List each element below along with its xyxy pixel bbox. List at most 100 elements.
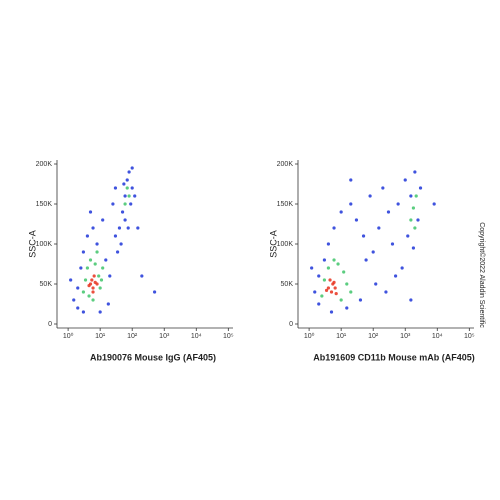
point bbox=[332, 226, 336, 230]
point bbox=[123, 194, 127, 198]
x-tick-label: 10² bbox=[127, 333, 138, 340]
point bbox=[361, 234, 366, 238]
point bbox=[317, 274, 321, 278]
point bbox=[127, 194, 131, 198]
point bbox=[320, 294, 324, 298]
point bbox=[113, 186, 118, 190]
point bbox=[364, 258, 368, 262]
point bbox=[326, 266, 331, 270]
point bbox=[123, 218, 127, 222]
point bbox=[329, 310, 334, 314]
point bbox=[93, 262, 97, 266]
point bbox=[104, 258, 108, 262]
y-tick-label: 100K bbox=[277, 241, 294, 248]
point bbox=[326, 286, 331, 290]
point bbox=[329, 290, 334, 294]
point bbox=[81, 250, 85, 254]
point bbox=[332, 280, 336, 284]
point bbox=[368, 194, 372, 198]
point bbox=[69, 278, 73, 282]
point bbox=[98, 310, 102, 314]
point bbox=[81, 310, 85, 314]
point bbox=[140, 274, 144, 278]
point bbox=[411, 246, 416, 250]
point bbox=[377, 226, 381, 230]
point bbox=[152, 290, 157, 294]
point bbox=[115, 250, 120, 254]
y-tick-label: 200K bbox=[277, 161, 294, 168]
point bbox=[92, 274, 96, 278]
y-tick-label: 200K bbox=[36, 161, 53, 168]
point bbox=[317, 302, 321, 306]
x-tick-label: 10⁵ bbox=[464, 333, 475, 340]
point bbox=[111, 202, 115, 206]
point bbox=[324, 288, 329, 292]
x-tick-label: 10³ bbox=[159, 333, 170, 340]
point bbox=[322, 258, 326, 262]
point bbox=[98, 286, 102, 290]
point bbox=[342, 270, 346, 274]
x-tick-label: 10³ bbox=[400, 333, 411, 340]
x-tick-label: 10¹ bbox=[336, 333, 347, 340]
point bbox=[91, 226, 95, 230]
point bbox=[336, 262, 340, 266]
point bbox=[125, 186, 129, 190]
point bbox=[409, 194, 413, 198]
point bbox=[83, 278, 88, 282]
point bbox=[99, 278, 104, 282]
y-tick-label: 0 bbox=[289, 321, 293, 328]
point bbox=[358, 298, 363, 302]
point bbox=[87, 294, 91, 298]
point bbox=[432, 202, 436, 206]
point bbox=[91, 298, 95, 302]
point bbox=[409, 298, 413, 302]
point bbox=[406, 234, 410, 238]
point bbox=[123, 202, 127, 206]
y-tick-label: 50K bbox=[40, 281, 53, 288]
y-tick-label: 50K bbox=[281, 281, 294, 288]
point bbox=[326, 242, 331, 246]
point bbox=[129, 202, 133, 206]
point bbox=[409, 218, 413, 222]
point bbox=[339, 210, 343, 214]
x-tick-label: 10² bbox=[368, 333, 379, 340]
x-tick-label: 10⁴ bbox=[432, 333, 443, 340]
point bbox=[87, 284, 91, 288]
point bbox=[396, 202, 400, 206]
point bbox=[393, 274, 398, 278]
point bbox=[400, 266, 404, 270]
point bbox=[390, 242, 395, 246]
point bbox=[403, 178, 407, 182]
point bbox=[95, 282, 99, 286]
x-axis-title: Ab190076 Mouse IgG (AF405) bbox=[90, 352, 216, 362]
point bbox=[411, 206, 416, 210]
point bbox=[95, 250, 99, 254]
point bbox=[108, 274, 112, 278]
point bbox=[354, 218, 359, 222]
point bbox=[81, 290, 85, 294]
point bbox=[91, 290, 95, 294]
point bbox=[117, 226, 122, 230]
point bbox=[113, 234, 118, 238]
point bbox=[79, 266, 83, 270]
x-tick-label: 10⁴ bbox=[191, 333, 202, 340]
point bbox=[122, 182, 126, 186]
point bbox=[349, 178, 353, 182]
point bbox=[313, 290, 317, 294]
point bbox=[120, 210, 125, 214]
point bbox=[133, 194, 137, 198]
point bbox=[136, 226, 140, 230]
y-tick-label: 100K bbox=[36, 241, 53, 248]
point bbox=[416, 218, 420, 222]
point bbox=[101, 218, 105, 222]
point bbox=[386, 210, 391, 214]
point bbox=[414, 194, 418, 198]
point bbox=[413, 226, 417, 230]
point bbox=[310, 266, 314, 270]
point bbox=[333, 286, 337, 290]
point bbox=[90, 278, 94, 282]
point bbox=[371, 250, 375, 254]
x-tick-label: 10⁰ bbox=[304, 332, 315, 340]
point bbox=[322, 278, 326, 282]
y-tick-label: 0 bbox=[48, 321, 52, 328]
